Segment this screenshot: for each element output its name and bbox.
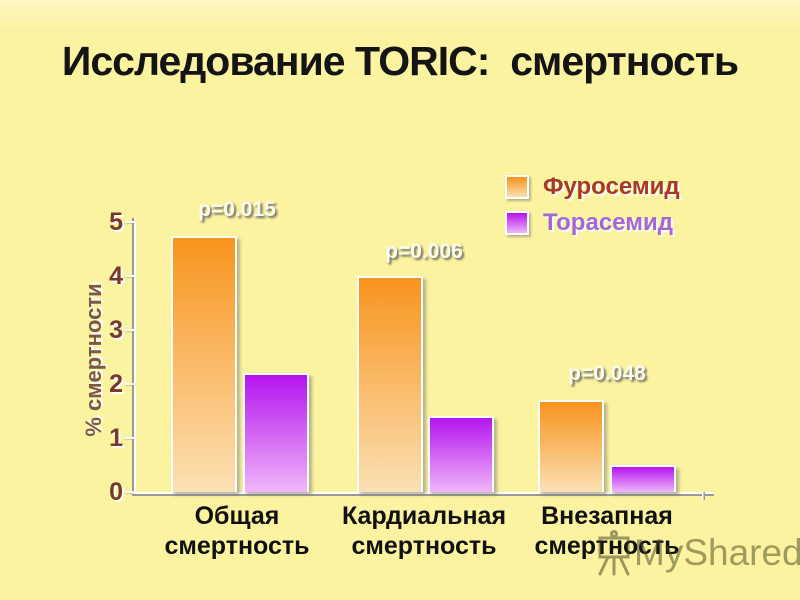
torasemide-swatch-icon bbox=[505, 211, 529, 235]
y-tick-mark-3 bbox=[125, 329, 134, 331]
easel-icon bbox=[598, 530, 630, 576]
legend-label-furosemide: Фуросемид bbox=[543, 173, 680, 200]
y-axis-line bbox=[132, 218, 136, 496]
y-tick-label-4: 4 bbox=[109, 262, 123, 290]
y-tick-mark-0 bbox=[125, 491, 134, 493]
legend-row-torasemide: Торасемид bbox=[505, 209, 680, 236]
y-tick-mark-5 bbox=[125, 221, 134, 223]
y-tick-label-1: 1 bbox=[109, 424, 123, 452]
x-axis-end-tick bbox=[702, 492, 705, 500]
legend-row-furosemide: Фуросемид bbox=[505, 173, 680, 200]
myshared-watermark[interactable]: MyShared bbox=[594, 530, 800, 576]
furosemide-swatch-icon bbox=[505, 175, 529, 199]
y-tick-label-5: 5 bbox=[109, 208, 123, 236]
bar-furosemide-group2 bbox=[357, 276, 423, 492]
bar-furosemide-group3 bbox=[538, 400, 604, 492]
p-value-label-1: p=0.015 bbox=[198, 198, 276, 221]
legend: Фуросемид Торасемид bbox=[505, 173, 680, 247]
slide-title: Исследование TORIC: смертность bbox=[61, 38, 739, 84]
x-axis-line bbox=[132, 492, 714, 496]
bar-torasemide-group1 bbox=[243, 373, 309, 492]
y-tick-label-0: 0 bbox=[109, 478, 123, 506]
y-tick-label-2: 2 bbox=[109, 370, 123, 398]
bar-torasemide-group2 bbox=[428, 416, 494, 492]
bar-torasemide-group3 bbox=[610, 465, 676, 492]
p-value-label-3: p=0.048 bbox=[568, 362, 646, 385]
legend-label-torasemide: Торасемид bbox=[543, 209, 673, 236]
watermark-text: MyShared bbox=[634, 532, 800, 573]
category-label-3: Внезапная смертность bbox=[534, 502, 680, 560]
y-tick-mark-1 bbox=[125, 437, 134, 439]
bar-furosemide-group1 bbox=[171, 235, 237, 492]
y-tick-mark-2 bbox=[125, 383, 134, 385]
category-label-2: Кардиальная смертность bbox=[341, 502, 507, 560]
category-label-1: Общая смертность bbox=[164, 502, 310, 560]
y-tick-label-3: 3 bbox=[109, 316, 123, 344]
y-tick-mark-4 bbox=[125, 275, 134, 277]
p-value-label-2: p=0.006 bbox=[385, 240, 463, 263]
